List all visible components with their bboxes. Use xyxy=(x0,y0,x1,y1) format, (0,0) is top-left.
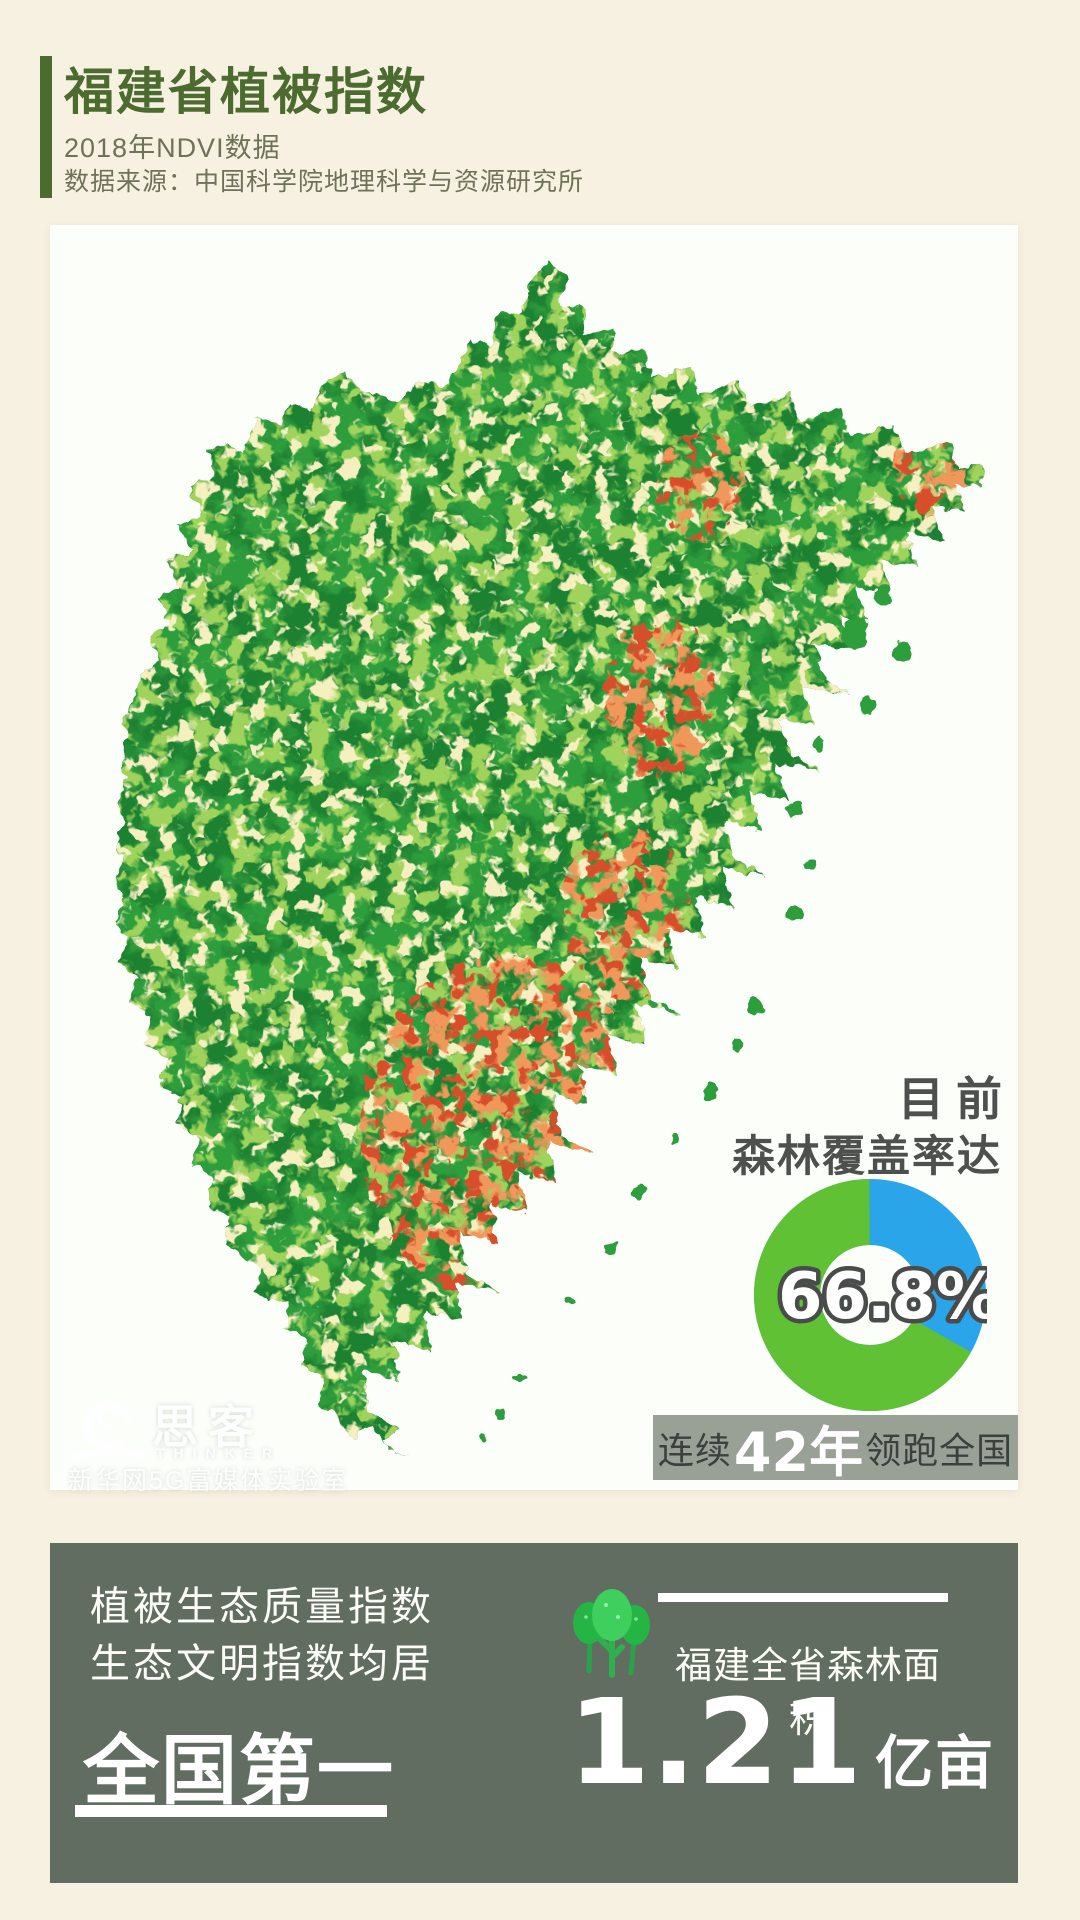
forest-area-unit: 亿亩 xyxy=(875,1731,996,1796)
area-rule xyxy=(658,1593,948,1602)
record-badge: 连续 42年 领跑全国 xyxy=(653,1415,1018,1484)
forest-area-value: 1.21 xyxy=(568,1673,864,1811)
ndvi-map xyxy=(115,262,985,1457)
badge-suffix: 领跑全国 xyxy=(865,1429,1014,1471)
title-accent-bar xyxy=(40,56,52,198)
rank-block: 植被生态质量指数 生态文明指数均居 全国第一 xyxy=(83,1579,434,1819)
donut-covered-arc xyxy=(754,1179,986,1411)
rank-line2: 生态文明指数均居 xyxy=(90,1642,434,1686)
stats-panel: 植被生态质量指数 生态文明指数均居 全国第一 福建全省森林面积 1.21 亿亩 xyxy=(50,1543,1018,1883)
watermark: 思客 THINKER 新华网5G富媒体实验室 xyxy=(68,1391,368,1495)
sike-swirl-logo-icon xyxy=(72,1400,144,1461)
trees-icon xyxy=(573,1589,650,1678)
forest-area-label: 福建全省森林面积 xyxy=(675,1645,941,1740)
page-subtitle: 2018年NDVI数据 xyxy=(64,133,281,163)
coverage-percent-label: 66.8% xyxy=(778,1260,987,1334)
watermark-org: 新华网5G富媒体实验室 xyxy=(68,1467,349,1495)
coastal-islands xyxy=(478,585,911,1441)
page-title: 福建省植被指数 xyxy=(64,63,428,121)
coverage-caption-line1: 目前 xyxy=(898,1073,1014,1125)
map-card: 目前 森林覆盖率达 66.8% 连续 42年 领跑全国 思客 THIN xyxy=(50,225,1018,1495)
watermark-brand-en: THINKER xyxy=(156,1445,282,1461)
coverage-caption-line2: 森林覆盖率达 xyxy=(732,1133,1002,1181)
badge-prefix: 连续 xyxy=(657,1429,732,1471)
badge-years: 42年 xyxy=(733,1421,864,1484)
forest-area-value-row: 1.21 亿亩 xyxy=(568,1673,995,1811)
rank-underline xyxy=(75,1805,387,1817)
data-source-note: 数据来源：中国科学院地理科学与资源研究所 xyxy=(64,168,585,196)
coverage-donut-chart: 66.8% xyxy=(753,1178,987,1412)
watermark-brand: 思客 xyxy=(152,1400,264,1454)
rank-line1: 植被生态质量指数 xyxy=(90,1585,434,1629)
coverage-caption: 目前 森林覆盖率达 xyxy=(732,1070,1002,1186)
rank-highlight: 全国第一 xyxy=(83,1726,395,1815)
